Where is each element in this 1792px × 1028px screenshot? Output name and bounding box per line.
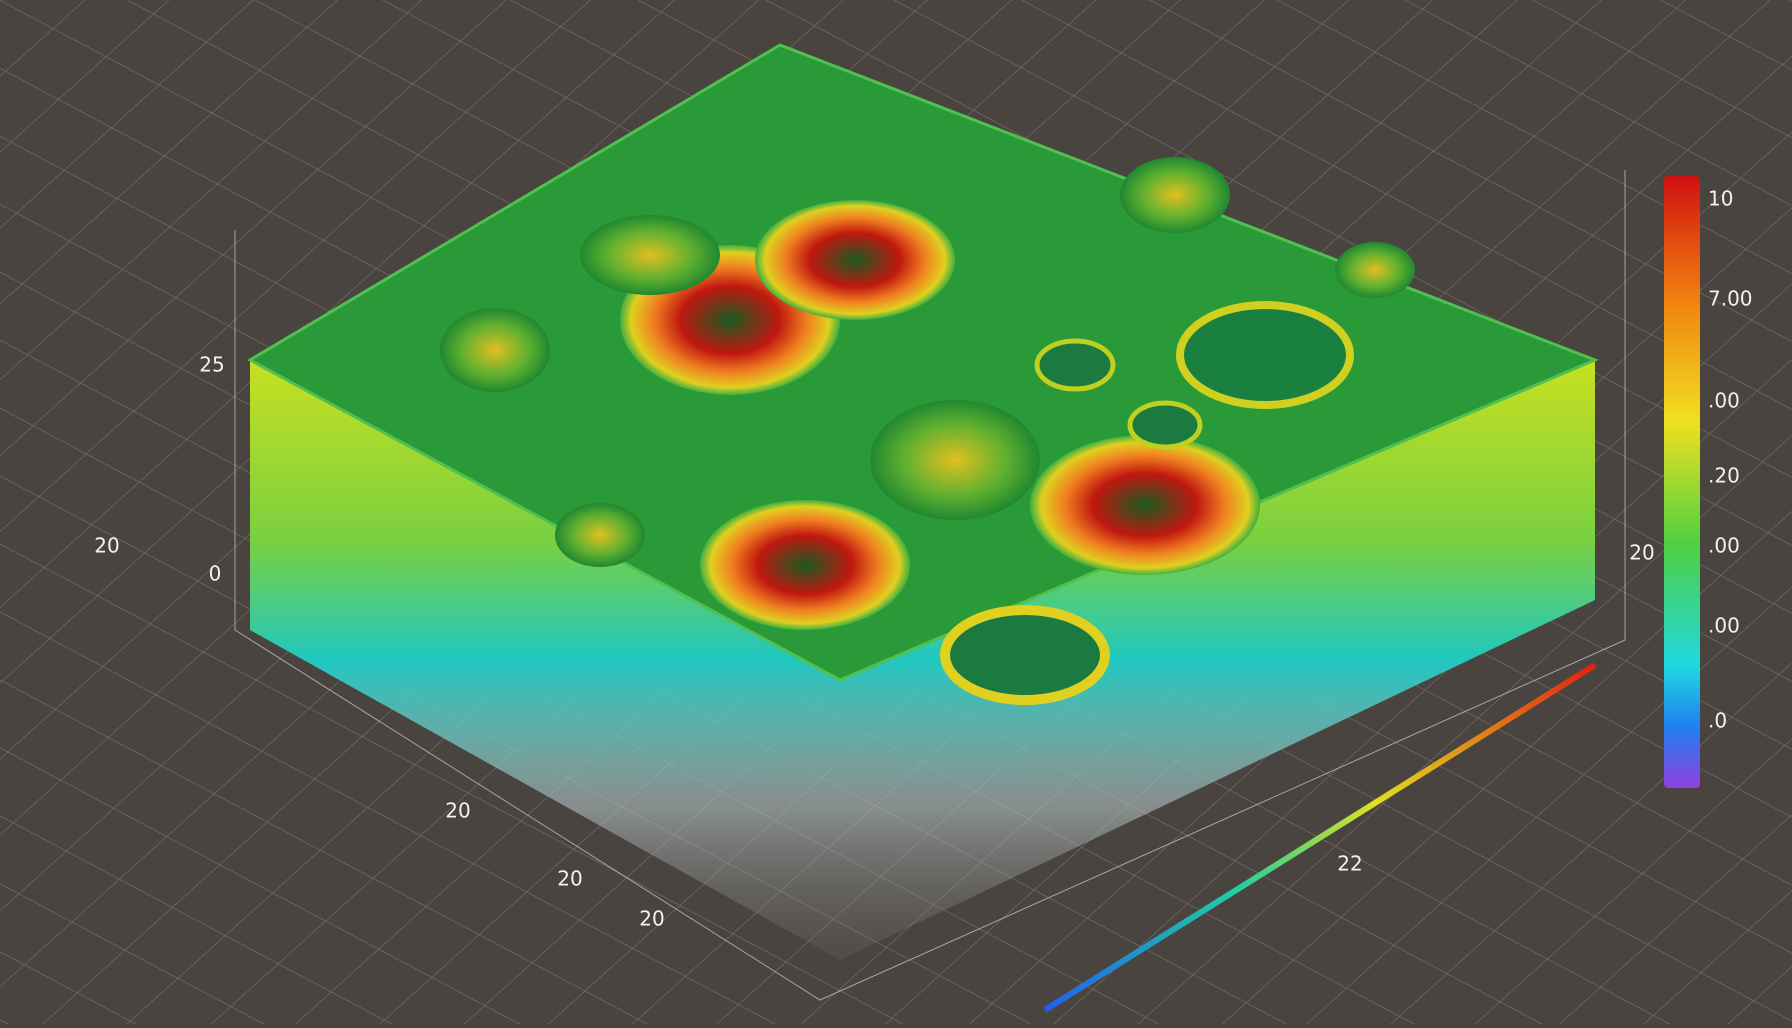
colorbar-label: .00 (1708, 534, 1740, 558)
axis-label: 20 (639, 907, 664, 931)
axis-frame (234, 170, 1626, 1001)
surface-features (440, 157, 1415, 705)
axis-label: 20 (557, 867, 582, 891)
axis-label: 20 (445, 799, 470, 823)
diagonal-scale (1043, 662, 1597, 1013)
colorbar-label: .00 (1708, 389, 1740, 413)
axis-label: 22 (1337, 852, 1362, 876)
axis-label: 20 (1629, 541, 1654, 565)
colorbar-label: .20 (1708, 464, 1740, 488)
colorbar (1664, 176, 1700, 788)
colorbar-label: 7.00 (1708, 287, 1753, 311)
colorbar-label: .00 (1708, 614, 1740, 638)
axis-label: 25 (199, 353, 224, 377)
axis-label: 20 (94, 534, 119, 558)
axis-label: 0 (209, 562, 222, 586)
colorbar-label: .0 (1708, 709, 1727, 733)
colorbar-label: 10 (1708, 187, 1733, 211)
